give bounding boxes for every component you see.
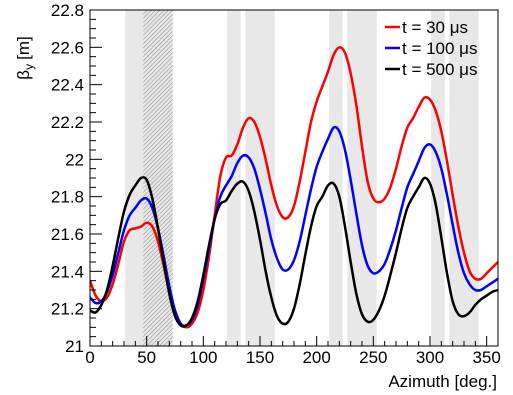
legend: t = 30 μs t = 100 μs t = 500 μs [385, 18, 477, 79]
x-tick-label: 100 [189, 348, 217, 367]
y-axis-symbol: β [14, 70, 33, 80]
y-axis-subscript: y [22, 64, 36, 70]
shaded-region [431, 10, 445, 346]
y-axis-unit: [m] [14, 36, 33, 60]
x-tick-label: 0 [85, 348, 94, 367]
y-tick-label: 21.8 [51, 188, 84, 207]
hatched-region [143, 10, 173, 346]
shaded-region [347, 10, 377, 346]
x-tick-label: 200 [302, 348, 330, 367]
series-line-3 [90, 176, 498, 328]
legend-label: t = 500 μs [402, 60, 477, 79]
x-axis-title: Azimuth [deg.] [388, 372, 497, 391]
x-tick-label: 50 [137, 348, 156, 367]
shaded-region [329, 10, 343, 346]
shaded-region [125, 10, 144, 346]
shaded-region [227, 10, 241, 346]
legend-label: t = 100 μs [402, 39, 477, 58]
y-tick-label: 21 [65, 337, 84, 356]
y-axis-title: βy [m] [14, 36, 36, 79]
x-tick-labels: 0 50 100 150 200 250 300 350 [85, 348, 501, 367]
axis-ticks [89, 9, 499, 347]
y-tick-label: 22 [65, 150, 84, 169]
shaded-regions [125, 10, 479, 346]
y-tick-label: 22.6 [51, 38, 84, 57]
x-tick-label: 150 [246, 348, 274, 367]
y-tick-label: 22.8 [51, 1, 84, 20]
series-line-1 [90, 46, 498, 329]
y-tick-label: 22.4 [51, 76, 84, 95]
series-lines [90, 46, 498, 329]
y-tick-label: 21.4 [51, 262, 84, 281]
x-tick-label: 350 [472, 348, 500, 367]
x-tick-label: 300 [416, 348, 444, 367]
x-tick-label: 250 [359, 348, 387, 367]
y-tick-labels: 21 21.2 21.4 21.6 21.8 22 22.2 22.4 22.6 22.8 [51, 1, 84, 356]
y-tick-label: 21.6 [51, 225, 84, 244]
y-tick-label: 21.2 [51, 300, 84, 319]
legend-label: t = 30 μs [402, 18, 468, 37]
y-tick-label: 22.2 [51, 113, 84, 132]
